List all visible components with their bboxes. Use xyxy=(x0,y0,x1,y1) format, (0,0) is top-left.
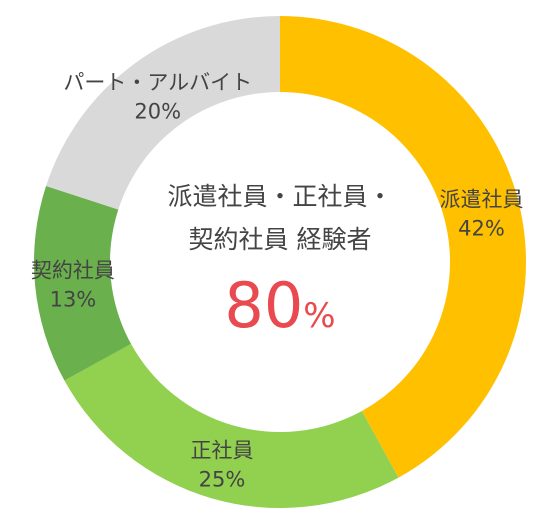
slice-value-haken: 42% xyxy=(458,216,505,240)
slice-labels: 派遣社員 42% 正社員 25% 契約社員 13% パート・アルバイト 20% xyxy=(31,71,524,492)
center-line-2: 契約社員 経験者 xyxy=(189,225,372,254)
slice-value-keiyaku: 13% xyxy=(50,288,97,312)
slice-seishain xyxy=(64,343,399,508)
slice-part-arubaito xyxy=(46,16,280,210)
center-unit: % xyxy=(303,296,335,336)
slice-label-seishain: 正社員 xyxy=(190,439,253,463)
center-percentage: 80% xyxy=(224,269,335,342)
slice-haken xyxy=(280,16,526,478)
center-value: 80 xyxy=(224,269,303,342)
center-line-1: 派遣社員・正社員・ xyxy=(167,182,392,211)
donut-slices xyxy=(34,16,526,508)
slice-value-part-arubaito: 20% xyxy=(134,100,181,124)
slice-label-keiyaku: 契約社員 xyxy=(31,259,115,283)
slice-keiyaku xyxy=(34,185,132,381)
slice-label-part-arubaito: パート・アルバイト xyxy=(63,71,252,95)
slice-value-seishain: 25% xyxy=(199,468,246,492)
slice-label-haken: 派遣社員 xyxy=(439,187,523,211)
